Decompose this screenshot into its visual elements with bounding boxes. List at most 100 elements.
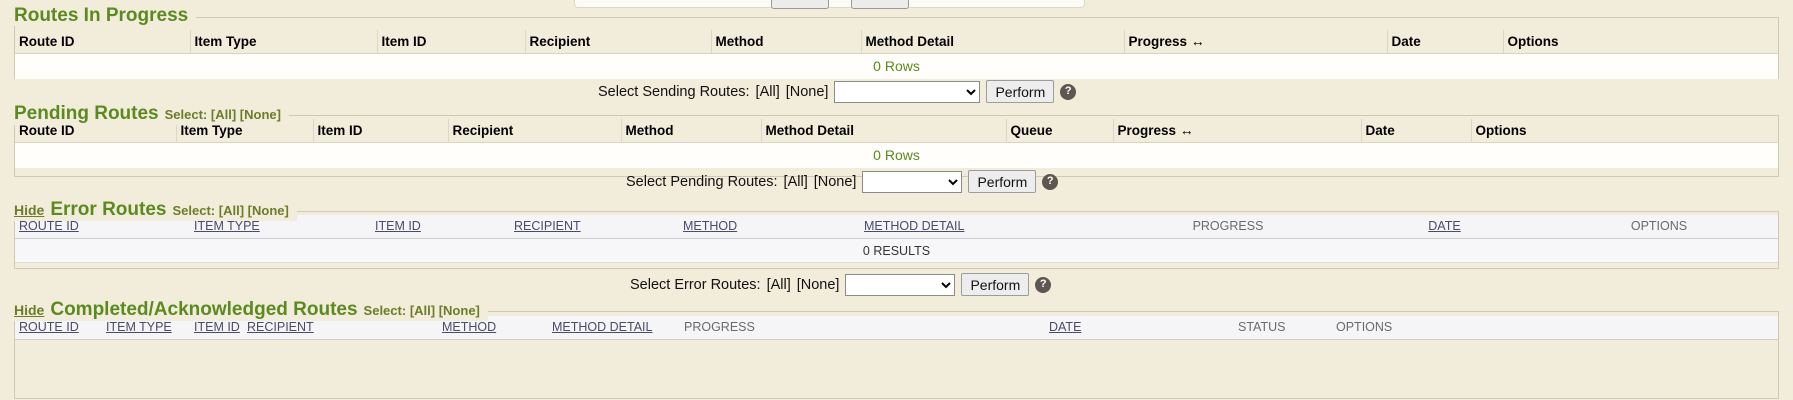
col-date-label: DATE [1428,219,1461,233]
col-date[interactable]: DATE [1045,316,1234,340]
col-date[interactable]: Date [1387,30,1504,54]
col-method[interactable]: Method [711,30,862,54]
col-method-detail[interactable]: METHOD DETAIL [548,316,680,340]
col-method-detail[interactable]: Method Detail [861,30,1125,54]
col-item-type[interactable]: ITEM TYPE [190,215,371,239]
top-form-panel [574,0,1085,9]
col-method-detail[interactable]: METHOD DETAIL [860,215,1107,239]
col-item-id-label: ITEM ID [375,219,421,233]
col-queue[interactable]: Queue [1006,119,1114,143]
hide-link-completed[interactable]: Hide [14,302,45,318]
select-all-link-error[interactable]: [All] [766,276,791,293]
legend-select-prefix-completed: Select: [363,303,407,318]
resize-arrows-icon[interactable]: ↔ [1179,122,1194,138]
col-item-type-label: ITEM TYPE [106,320,172,334]
table-routes-in-progress: Route ID Item Type Item ID Recipient Met… [15,30,1778,79]
col-date[interactable]: DATE [1349,215,1540,239]
legend-select-all-completed[interactable]: [All] [409,303,436,318]
action-select-error[interactable] [845,273,956,296]
col-route-id[interactable]: Route ID [15,30,191,54]
perform-button-pending[interactable]: Perform [968,170,1037,193]
col-method[interactable]: METHOD [438,316,548,340]
col-recipient[interactable]: RECIPIENT [243,316,438,340]
help-icon-pending[interactable]: ? [1042,173,1059,190]
col-method[interactable]: METHOD [679,215,860,239]
col-item-id[interactable]: Item ID [377,30,526,54]
legend-select-error: Select: [All] [None] [172,201,288,221]
col-method-detail-label: METHOD DETAIL [552,320,653,334]
col-method[interactable]: Method [621,119,762,143]
col-options[interactable]: Options [1471,119,1778,143]
actionbar-error-routes: Select Error Routes: [All] [None] Perfor… [630,273,1052,296]
resize-arrows-icon[interactable]: ↔ [1190,33,1205,49]
legend-routes-in-progress: Routes In Progress [14,6,197,26]
empty-message-in-progress: 0 Rows [15,53,1778,79]
legend-rule-in-progress [14,17,1779,18]
col-item-id[interactable]: Item ID [313,119,449,143]
hide-link-error[interactable]: Hide [14,202,45,218]
legend-select-none-error[interactable]: [None] [247,203,289,218]
col-progress: PROGRESS [1107,215,1349,239]
table-completed-routes: ROUTE ID ITEM TYPE ITEM ID RECIPIENT MET… [15,316,1778,340]
legend-select-prefix-error: Select: [172,203,216,218]
col-item-id-label: ITEM ID [194,320,240,334]
select-all-link-sending[interactable]: [All] [755,83,780,100]
actionbar-label-error: Select Error Routes: [630,276,761,293]
table-empty-row: 0 RESULTS [15,238,1778,263]
table-header-row: Route ID Item Type Item ID Recipient Met… [15,30,1778,54]
table-empty-row: 0 Rows [15,142,1778,168]
col-method-label: METHOD [683,219,738,233]
select-none-link-pending[interactable]: [None] [813,173,857,190]
select-all-link-pending[interactable]: [All] [783,173,808,190]
col-item-id[interactable]: ITEM ID [190,316,243,340]
select-none-link-error[interactable]: [None] [796,276,840,293]
col-recipient[interactable]: RECIPIENT [510,215,679,239]
empty-message-pending: 0 Rows [15,142,1778,168]
col-options[interactable]: Options [1503,30,1778,54]
perform-button-error[interactable]: Perform [961,273,1030,296]
top-panel-button-2[interactable] [851,0,909,9]
legend-rule-error [14,211,1779,212]
legend-select-none-completed[interactable]: [None] [438,303,480,318]
col-options: OPTIONS [1540,215,1778,239]
col-route-id[interactable]: ROUTE ID [15,316,102,340]
action-select-pending[interactable] [862,170,963,193]
actionbar-pending-routes: Select Pending Routes: [All] [None] Perf… [626,170,1059,193]
legend-box-error [14,211,1779,269]
col-item-type[interactable]: Item Type [190,30,378,54]
col-recipient[interactable]: Recipient [525,30,712,54]
table-wrap-in-progress: Route ID Item Type Item ID Recipient Met… [15,30,1778,79]
col-route-id-label: ROUTE ID [19,219,79,233]
select-none-link-sending[interactable]: [None] [785,83,829,100]
help-icon-sending[interactable]: ? [1060,83,1077,100]
section-title-error: Error Routes [50,199,167,220]
col-options-label: OPTIONS [1336,320,1393,334]
action-select-sending[interactable] [834,80,981,103]
col-recipient-label: RECIPIENT [247,320,314,334]
col-date-label: DATE [1049,320,1082,334]
table-error-routes: ROUTE ID ITEM TYPE ITEM ID RECIPIENT MET… [15,215,1778,263]
col-item-type[interactable]: ITEM TYPE [102,316,190,340]
perform-button-sending[interactable]: Perform [986,80,1055,103]
col-item-id[interactable]: ITEM ID [371,215,510,239]
empty-message-error: 0 RESULTS [15,238,1778,263]
table-pending-routes: Route ID Item Type Item ID Recipient Met… [15,119,1778,168]
col-date[interactable]: Date [1361,119,1472,143]
top-panel-button-1[interactable] [771,0,829,9]
legend-rule-completed [14,311,1779,312]
legend-select-all-error[interactable]: [All] [218,203,245,218]
col-method-detail[interactable]: Method Detail [761,119,1007,143]
legend-select-none-pending[interactable]: [None] [239,107,281,122]
legend-rule-pending [14,115,1779,116]
col-progress[interactable]: Progress ↔ [1124,30,1388,54]
legend-select-prefix-pending: Select: [164,107,208,122]
actionbar-label-pending: Select Pending Routes: [626,173,778,190]
col-recipient[interactable]: Recipient [448,119,622,143]
legend-pending-routes: Pending Routes Select: [All] [None] [14,104,289,125]
table-header-row: ROUTE ID ITEM TYPE ITEM ID RECIPIENT MET… [15,316,1778,340]
legend-select-all-pending[interactable]: [All] [210,107,237,122]
help-icon-error[interactable]: ? [1035,276,1052,293]
col-progress[interactable]: Progress ↔ [1113,119,1362,143]
legend-error-routes: Hide Error Routes Select: [All] [None] [14,200,297,221]
